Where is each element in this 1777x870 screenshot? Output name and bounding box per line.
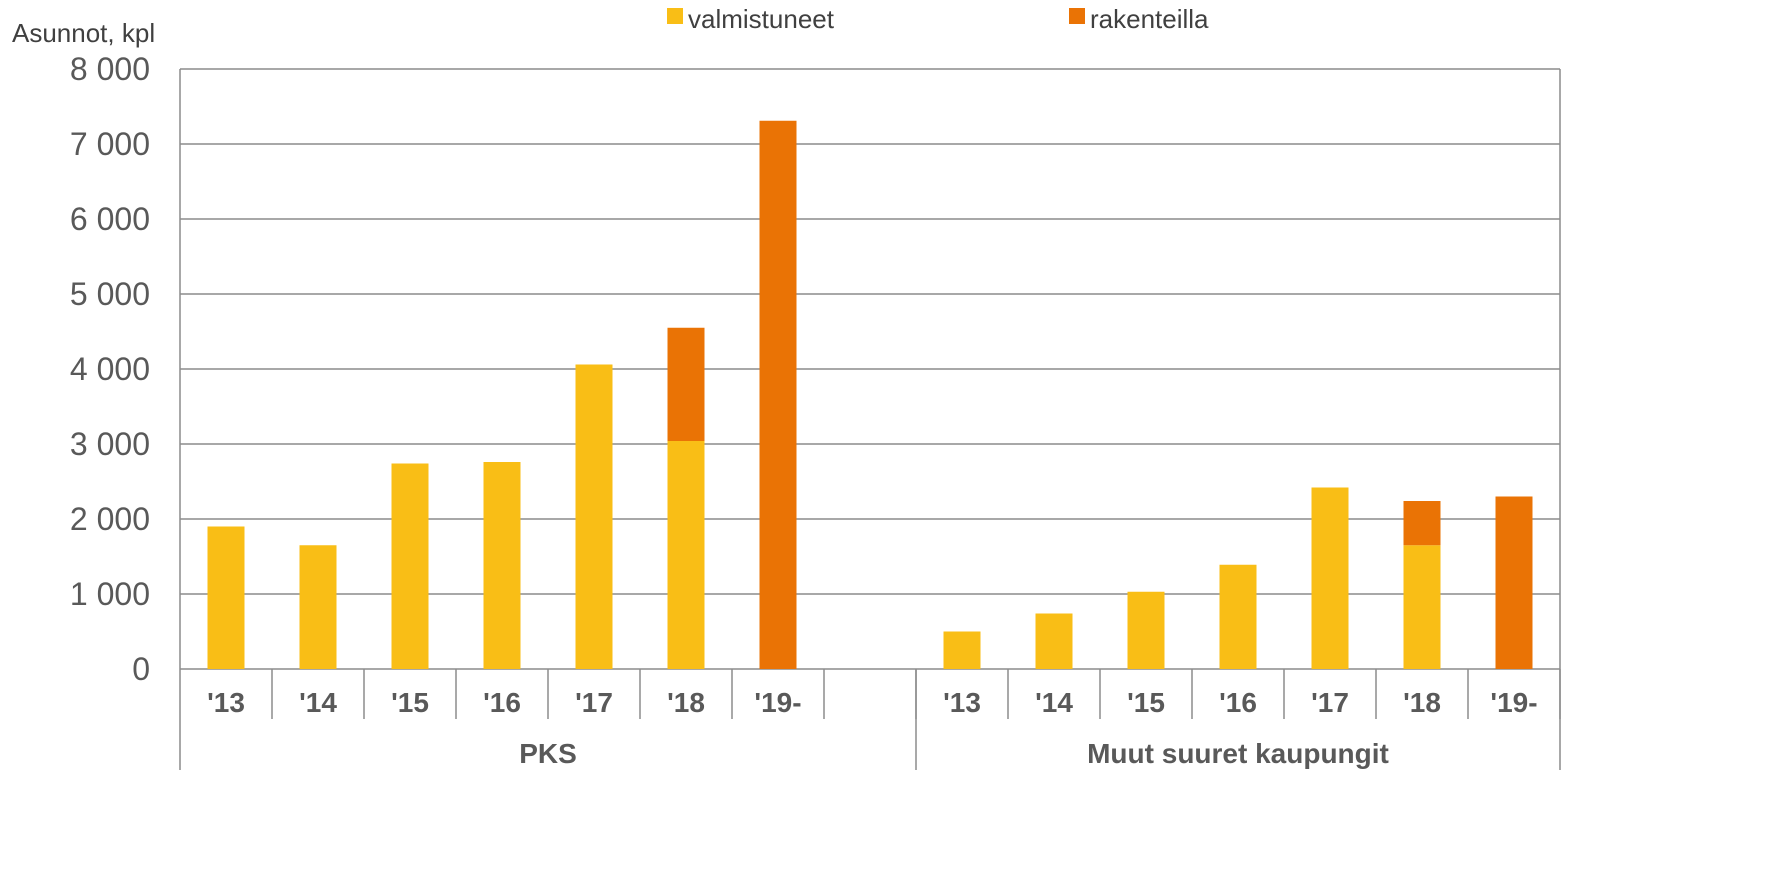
y-tick-label: 6 000 xyxy=(70,201,150,237)
y-tick-label: 4 000 xyxy=(70,351,150,387)
x-tick-label: '19- xyxy=(754,687,801,718)
bar xyxy=(1035,613,1073,669)
bar xyxy=(943,631,981,669)
bar xyxy=(1495,496,1533,669)
bar xyxy=(483,462,521,669)
y-tick-label: 7 000 xyxy=(70,126,150,162)
bar xyxy=(667,327,705,441)
x-tick-label: '15 xyxy=(1127,687,1165,718)
x-tick-label: '14 xyxy=(1035,687,1073,718)
x-tick-label: '13 xyxy=(943,687,981,718)
bar xyxy=(207,526,245,669)
legend-swatch-rakenteilla xyxy=(1069,8,1085,24)
y-tick-label: 3 000 xyxy=(70,426,150,462)
x-tick-label: '16 xyxy=(483,687,521,718)
bar xyxy=(1311,487,1349,669)
y-tick-label: 2 000 xyxy=(70,501,150,537)
bar xyxy=(1403,545,1441,669)
bar xyxy=(299,545,337,669)
bar xyxy=(391,463,429,669)
legend: valmistuneet rakenteilla xyxy=(667,4,1209,34)
y-tick-label: 0 xyxy=(132,651,150,687)
bar xyxy=(1219,564,1257,669)
x-tick-label: '15 xyxy=(391,687,429,718)
bar xyxy=(1127,591,1165,669)
x-tick-label: '17 xyxy=(575,687,613,718)
bar xyxy=(759,120,797,669)
x-tick-label: '14 xyxy=(299,687,337,718)
y-tick-label: 8 000 xyxy=(70,51,150,87)
x-tick-label: '18 xyxy=(1403,687,1441,718)
legend-label-valmistuneet: valmistuneet xyxy=(688,4,835,34)
x-tick-label: '19- xyxy=(1490,687,1537,718)
y-tick-label: 5 000 xyxy=(70,276,150,312)
x-tick-label: '16 xyxy=(1219,687,1257,718)
bars xyxy=(207,120,1533,669)
legend-swatch-valmistuneet xyxy=(667,8,683,24)
bar xyxy=(667,441,705,669)
y-tick-label: 1 000 xyxy=(70,576,150,612)
group-label: PKS xyxy=(519,738,577,769)
x-tick-label: '18 xyxy=(667,687,705,718)
gridlines xyxy=(180,68,1560,670)
y-axis-label: Asunnot, kpl xyxy=(12,18,155,48)
bar xyxy=(1403,501,1441,546)
axes: 0 1 000 2 000 3 000 4 000 5 000 6 000 7 000 8 00… xyxy=(70,51,1561,770)
bar xyxy=(575,364,613,669)
group-label: Muut suuret kaupungit xyxy=(1087,738,1389,769)
legend-label-rakenteilla: rakenteilla xyxy=(1090,4,1209,34)
x-tick-label: '17 xyxy=(1311,687,1349,718)
x-tick-label: '13 xyxy=(207,687,245,718)
